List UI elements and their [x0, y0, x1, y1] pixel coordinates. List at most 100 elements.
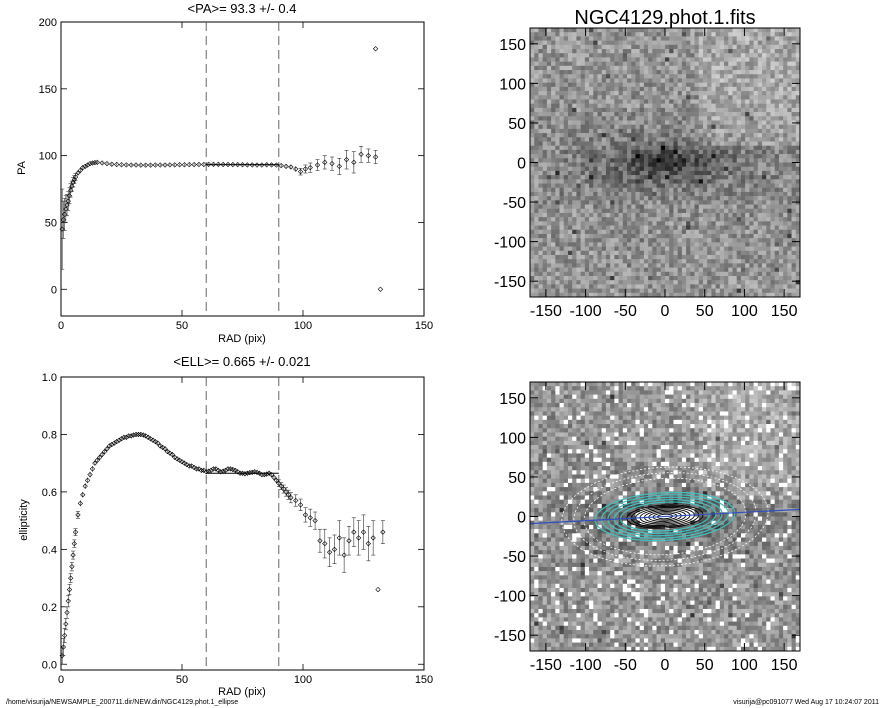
- data-point: [160, 444, 166, 451]
- data-point: [147, 436, 154, 442]
- data-point: [157, 162, 163, 168]
- data-point: [341, 552, 347, 558]
- data-point: [317, 538, 323, 544]
- data-point: [215, 161, 221, 167]
- y-tick-label: 50: [45, 217, 57, 229]
- data-point: [210, 161, 217, 167]
- data-point: [307, 515, 313, 521]
- x-tick-label: 100: [731, 657, 758, 674]
- data-point: [71, 540, 77, 547]
- data-point: [99, 160, 105, 166]
- data-point: [162, 162, 168, 168]
- data-point: [302, 512, 309, 518]
- x-tick-label: 0: [661, 303, 670, 320]
- data-point: [80, 165, 86, 171]
- data-point: [155, 440, 161, 446]
- data-point: [128, 433, 134, 439]
- data-point: [336, 535, 342, 541]
- data-point: [268, 162, 275, 168]
- data-point: [138, 162, 144, 168]
- data-point: [89, 466, 96, 472]
- data-point: [174, 456, 180, 462]
- data-point: [326, 549, 333, 555]
- ellipticity-plot-ylabel: ellipticity: [18, 499, 30, 541]
- data-point: [68, 575, 74, 581]
- data-point: [249, 469, 255, 475]
- data-point: [176, 162, 183, 168]
- y-tick-label: 150: [499, 37, 526, 54]
- data-point: [172, 454, 178, 461]
- x-tick-label: -150: [530, 303, 562, 320]
- data-point: [191, 464, 197, 471]
- data-point: [346, 538, 352, 544]
- x-tick-label: 0: [58, 674, 64, 686]
- data-point: [196, 161, 202, 168]
- data-point: [82, 483, 88, 489]
- data-point: [380, 529, 386, 535]
- data-point: [322, 159, 328, 165]
- data-point: [104, 161, 110, 167]
- data-point: [351, 529, 357, 535]
- data-point: [94, 457, 100, 463]
- data-point: [75, 512, 81, 518]
- x-tick-label: 100: [294, 320, 312, 332]
- data-point: [297, 502, 304, 508]
- data-point: [87, 472, 93, 478]
- data-point: [225, 161, 231, 168]
- data-point: [92, 159, 98, 166]
- data-point: [377, 286, 384, 292]
- data-point: [358, 151, 364, 157]
- data-point: [365, 540, 371, 547]
- pa-plot: <PA>= 93.3 +/- 0.4 RAD (pix) PA 0 50 100 15…: [16, 1, 433, 345]
- data-point: [242, 471, 248, 477]
- data-point: [268, 472, 275, 478]
- data-point: [167, 162, 173, 168]
- y-tick-label: -100: [494, 235, 526, 252]
- data-point: [203, 469, 209, 475]
- data-point: [218, 469, 224, 475]
- data-point: [235, 469, 241, 475]
- data-point: [370, 535, 376, 541]
- x-tick-label: 150: [771, 303, 798, 320]
- ellipticity-plot: <ELL>= 0.665 +/- 0.021 RAD (pix) ellipti…: [18, 354, 433, 698]
- data-point: [150, 437, 156, 443]
- y-tick-label: -50: [503, 549, 526, 566]
- data-point: [288, 164, 294, 170]
- x-tick-label: 150: [771, 657, 798, 674]
- data-point: [167, 450, 173, 456]
- data-point: [222, 467, 229, 473]
- data-point: [130, 432, 137, 438]
- data-point: [193, 466, 200, 472]
- data-point: [126, 433, 132, 439]
- ellipticity-plot-xlabel: RAD (pix): [218, 686, 266, 698]
- data-point: [106, 443, 113, 449]
- y-tick-label: -150: [494, 628, 526, 645]
- data-point: [293, 497, 299, 504]
- data-point: [322, 540, 328, 547]
- data-point: [343, 157, 350, 163]
- data-point: [63, 621, 69, 627]
- data-point: [121, 434, 127, 440]
- data-point: [94, 159, 100, 165]
- data-point: [372, 154, 379, 160]
- data-point: [179, 459, 185, 465]
- y-tick-label: 100: [499, 76, 526, 93]
- data-point: [288, 495, 294, 501]
- data-point: [157, 443, 163, 449]
- data-point: [375, 586, 381, 593]
- y-tick-label: 200: [39, 17, 57, 29]
- data-point: [302, 166, 309, 172]
- data-point: [145, 434, 151, 440]
- y-tick-label: -150: [494, 274, 526, 291]
- data-point: [162, 446, 168, 452]
- data-point: [244, 162, 250, 168]
- major-axis-line: [529, 508, 801, 525]
- data-point: [205, 161, 212, 167]
- y-tick-label: -50: [503, 195, 526, 212]
- data-point: [60, 644, 67, 650]
- data-point: [186, 463, 192, 469]
- data-point: [84, 162, 91, 168]
- data-point: [135, 431, 142, 438]
- data-point: [281, 486, 287, 492]
